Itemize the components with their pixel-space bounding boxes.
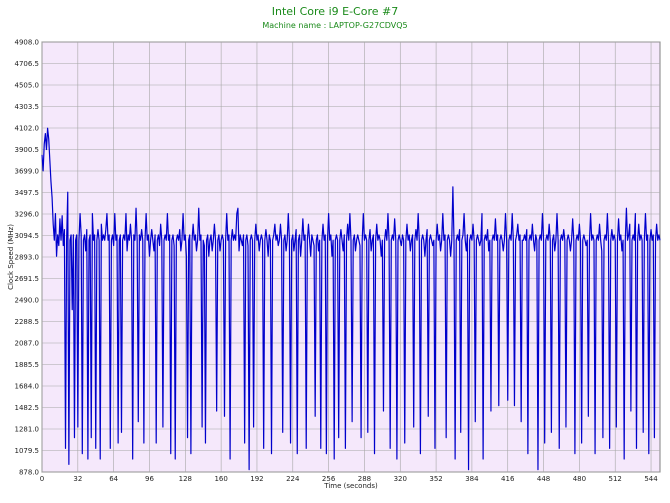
y-tick-label: 1281.0 <box>15 426 40 434</box>
x-tick-label: 256 <box>322 475 336 483</box>
y-tick-label: 2893.0 <box>15 254 40 262</box>
x-tick-label: 480 <box>573 475 586 483</box>
x-tick-label: 352 <box>429 475 442 483</box>
y-tick-label: 4908.0 <box>15 39 40 47</box>
x-tick-label: 288 <box>358 475 371 483</box>
x-tick-label: 0 <box>40 475 44 483</box>
y-tick-label: 2490.0 <box>15 297 40 305</box>
x-tick-label: 384 <box>465 475 479 483</box>
y-tick-label: 878.0 <box>19 469 39 477</box>
y-axis-label: Clock Speed (MHz) <box>7 224 15 290</box>
y-tick-label: 4102.0 <box>15 125 40 133</box>
series-line <box>41 127 661 471</box>
x-tick-label: 128 <box>179 475 192 483</box>
x-axis-label: Time (seconds) <box>323 482 378 490</box>
x-tick-label: 320 <box>394 475 407 483</box>
y-tick-label: 3900.5 <box>15 146 40 154</box>
y-axis-ticks: 878.0 1079.5 1281.0 1482.5 1684.0 1885.5 2087.… <box>15 39 40 477</box>
x-tick-label: 224 <box>286 475 300 483</box>
y-tick-label: 2087.0 <box>15 340 40 348</box>
x-tick-label: 416 <box>501 475 515 483</box>
x-tick-label: 64 <box>109 475 118 483</box>
x-tick-label: 448 <box>537 475 550 483</box>
y-tick-label: 4505.0 <box>15 82 40 90</box>
chart-subtitle: Machine name : LAPTOP-G27CDVQ5 <box>262 21 407 30</box>
x-axis-ticks: 0 32 64 96 128 160 192 224 256 288 320 352 384 416 448… <box>40 475 658 483</box>
y-tick-label: 1885.5 <box>15 361 40 369</box>
y-tick-label: 1684.0 <box>15 383 40 391</box>
y-tick-label: 3094.5 <box>15 232 40 240</box>
y-tick-label: 4303.5 <box>15 103 40 111</box>
series-layer <box>41 127 661 471</box>
y-tick-label: 3296.0 <box>15 211 40 219</box>
y-tick-label: 3699.0 <box>15 168 40 176</box>
x-tick-label: 32 <box>73 475 82 483</box>
y-tick-label: 1482.5 <box>15 404 40 412</box>
x-tick-label: 160 <box>214 475 227 483</box>
chart-title: Intel Core i9 E-Core #7 <box>272 5 398 18</box>
y-tick-label: 2288.5 <box>15 318 40 326</box>
x-tick-label: 512 <box>609 475 622 483</box>
y-tick-label: 4706.5 <box>15 60 40 68</box>
x-tick-label: 96 <box>145 475 154 483</box>
x-tick-label: 544 <box>644 475 658 483</box>
x-tick-label: 192 <box>250 475 263 483</box>
y-tick-label: 1079.5 <box>15 447 40 455</box>
y-tick-label: 2691.5 <box>15 275 40 283</box>
y-tick-label: 3497.5 <box>15 189 40 197</box>
